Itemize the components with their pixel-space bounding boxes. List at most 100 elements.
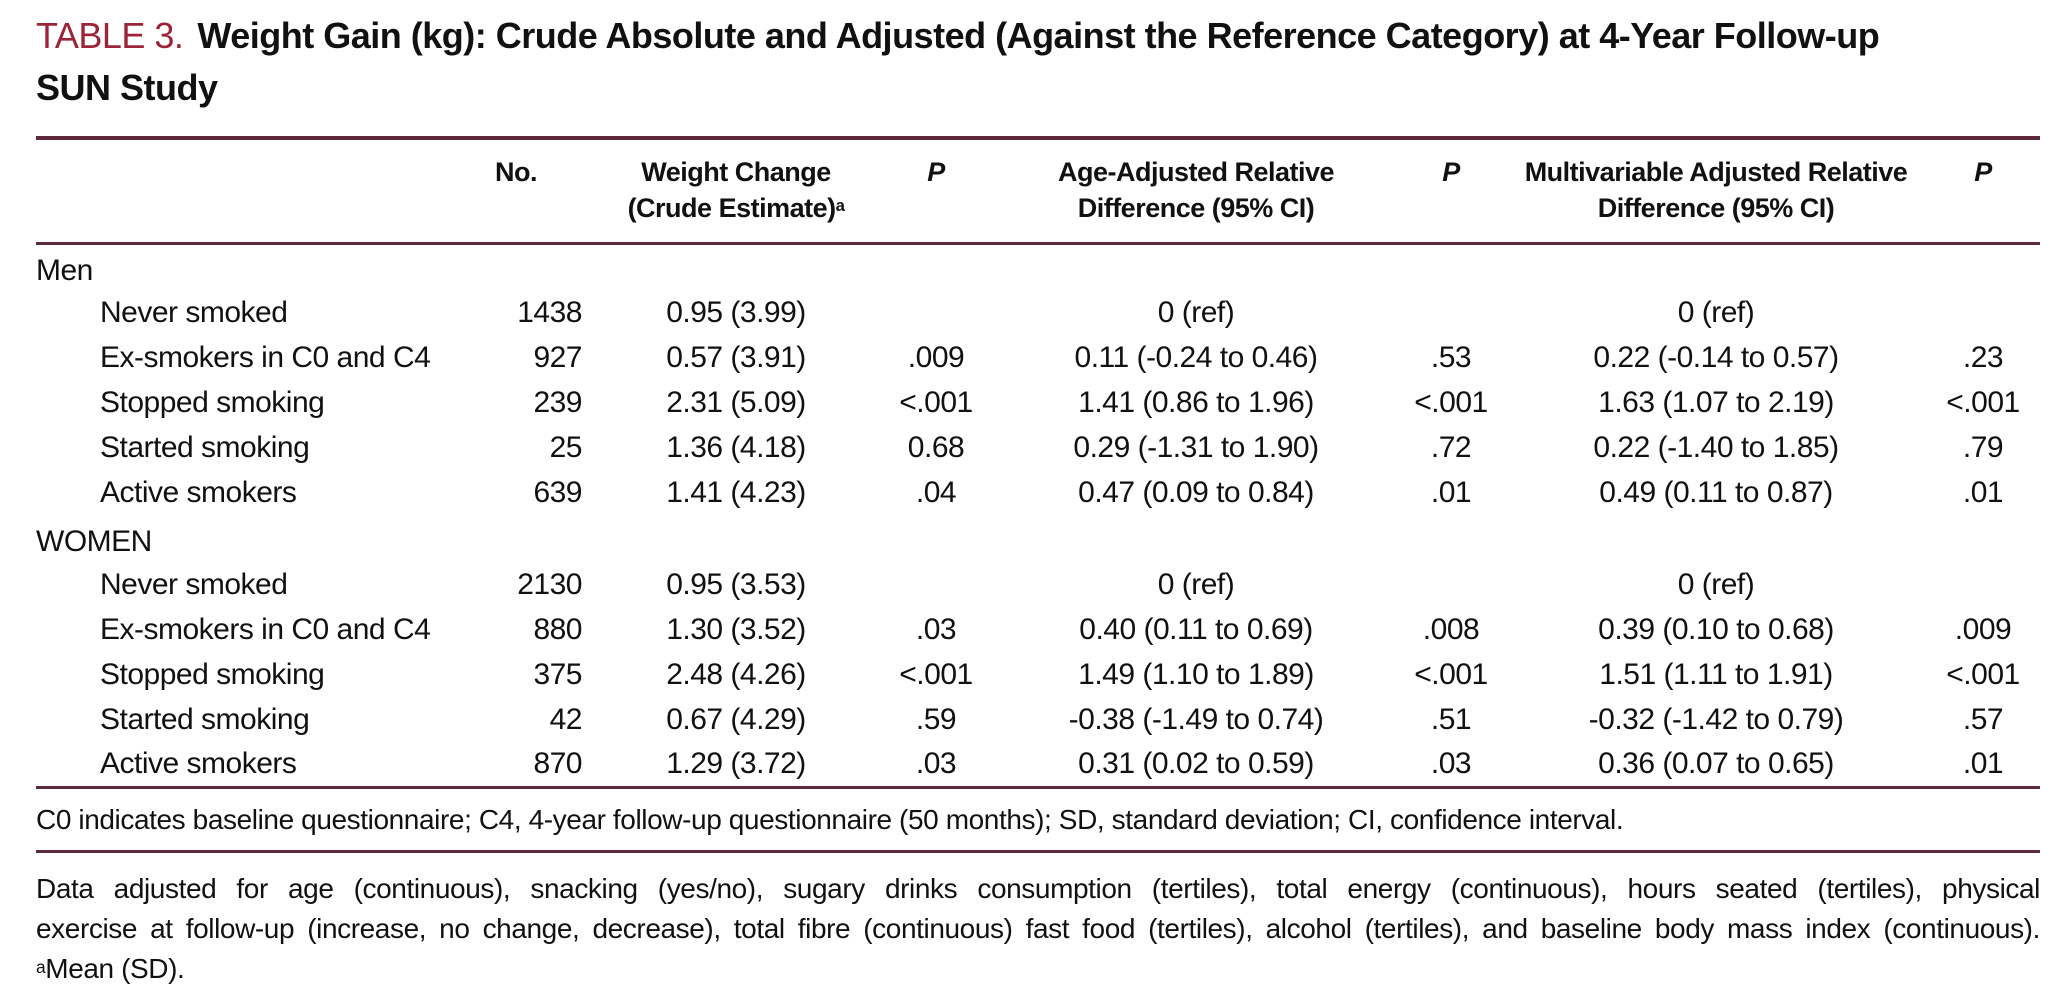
cell-weight-change: 0.95 (3.53) xyxy=(666,568,806,601)
cell-no: 927 xyxy=(533,341,582,374)
table-row: Stopped smoking 239 2.31 (5.09) <.001 1.… xyxy=(36,381,2040,426)
cell-p-age: .51 xyxy=(1430,703,1472,736)
footnote-adjustments: Data adjusted for age (continuous), snac… xyxy=(36,869,2040,989)
cell-weight-change: 1.30 (3.52) xyxy=(666,613,806,646)
cell-no: 375 xyxy=(533,658,582,691)
cell-p-multivariable: .79 xyxy=(1962,431,2004,464)
cell-p-age: .03 xyxy=(1430,747,1472,781)
cell-p-multivariable: .01 xyxy=(1962,747,2004,781)
cell-label: Never smoked xyxy=(100,296,288,329)
cell-p-age xyxy=(1396,563,1506,608)
table-title-line1: Weight Gain (kg): Crude Absolute and Adj… xyxy=(197,15,1880,56)
cell-weight-change: 2.31 (5.09) xyxy=(666,386,806,419)
cell-label: Active smokers xyxy=(100,747,297,781)
cell-label: Stopped smoking xyxy=(100,386,325,419)
footnote-abbreviations: C0 indicates baseline questionnaire; C4,… xyxy=(36,789,2040,853)
cell-p-multivariable: .57 xyxy=(1962,703,2004,736)
cell-age-adjusted: -0.38 (-1.49 to 0.74) xyxy=(1068,703,1324,736)
cell-p-crude xyxy=(876,563,996,608)
cell-p-age: .53 xyxy=(1430,341,1472,374)
cell-p-crude: <.001 xyxy=(899,658,973,691)
group-row-women: WOMEN xyxy=(36,516,2040,563)
results-table: No. Weight Change (Crude Estimate)a P Ag… xyxy=(36,136,2040,789)
cell-weight-change: 0.57 (3.91) xyxy=(666,341,806,374)
cell-p-multivariable: <.001 xyxy=(1946,386,2020,419)
cell-label: Active smokers xyxy=(100,476,297,509)
cell-p-crude: .03 xyxy=(915,613,957,646)
table-row: Active smokers 870 1.29 (3.72) .03 0.31 … xyxy=(36,743,2040,788)
cell-weight-change: 0.95 (3.99) xyxy=(666,296,806,329)
cell-p-multivariable xyxy=(1926,563,2040,608)
cell-p-crude: .04 xyxy=(915,476,957,509)
footnote-mean: aMean (SD). xyxy=(36,953,185,984)
table-header: No. Weight Change (Crude Estimate)a P Ag… xyxy=(36,138,2040,245)
col-header-category xyxy=(36,138,436,245)
cell-no: 239 xyxy=(533,386,582,419)
cell-multivariable: 0.36 (0.07 to 0.65) xyxy=(1598,747,1834,781)
cell-p-multivariable: .01 xyxy=(1962,476,2004,509)
cell-p-crude: 0.68 xyxy=(907,431,965,464)
table-number: TABLE 3. xyxy=(36,15,184,56)
cell-p-age: .01 xyxy=(1430,476,1472,509)
col-header-no: No. xyxy=(436,138,596,245)
table-row: Never smoked 1438 0.95 (3.99) 0 (ref) 0 … xyxy=(36,291,2040,336)
cell-p-age: <.001 xyxy=(1414,386,1488,419)
cell-p-multivariable: <.001 xyxy=(1946,658,2020,691)
cell-age-adjusted: 0.29 (-1.31 to 1.90) xyxy=(1073,431,1319,464)
cell-no: 1438 xyxy=(517,296,582,329)
col-header-p-age: P xyxy=(1396,138,1506,245)
cell-p-crude: .009 xyxy=(907,341,965,374)
cell-age-adjusted: 0 (ref) xyxy=(1157,296,1235,329)
cell-age-adjusted: 1.49 (1.10 to 1.89) xyxy=(1078,658,1314,691)
cell-p-multivariable: .009 xyxy=(1954,613,2012,646)
cell-no: 42 xyxy=(549,703,583,736)
table-row: Active smokers 639 1.41 (4.23) .04 0.47 … xyxy=(36,471,2040,516)
cell-multivariable: -0.32 (-1.42 to 0.79) xyxy=(1588,703,1844,736)
table-caption: TABLE 3. Weight Gain (kg): Crude Absolute… xyxy=(36,10,2040,114)
cell-label: Started smoking xyxy=(100,431,310,464)
col-header-age-adjusted: Age-Adjusted Relative Difference (95% CI… xyxy=(996,138,1396,245)
cell-label: Started smoking xyxy=(100,703,310,736)
cell-no: 870 xyxy=(533,747,582,781)
cell-weight-change: 1.41 (4.23) xyxy=(666,476,806,509)
cell-multivariable: 0 (ref) xyxy=(1677,296,1755,329)
cell-age-adjusted: 1.41 (0.86 to 1.96) xyxy=(1078,386,1314,419)
table-row: Started smoking 25 1.36 (4.18) 0.68 0.29… xyxy=(36,426,2040,471)
cell-no: 25 xyxy=(549,431,583,464)
table-row: Never smoked 2130 0.95 (3.53) 0 (ref) 0 … xyxy=(36,563,2040,608)
footnote-marker-a: a xyxy=(36,957,46,977)
cell-weight-change: 2.48 (4.26) xyxy=(666,658,806,691)
cell-weight-change: 1.36 (4.18) xyxy=(666,431,806,464)
cell-p-crude xyxy=(876,291,996,336)
cell-p-multivariable: .23 xyxy=(1962,341,2004,374)
table-title-line2: SUN Study xyxy=(36,67,218,108)
col-header-p-crude: P xyxy=(876,138,996,245)
cell-multivariable: 0.22 (-1.40 to 1.85) xyxy=(1593,431,1839,464)
cell-multivariable: 1.63 (1.07 to 2.19) xyxy=(1598,386,1834,419)
cell-p-crude: .03 xyxy=(915,747,957,781)
table-row: Ex-smokers in C0 and C4 927 0.57 (3.91) … xyxy=(36,336,2040,381)
group-label: Men xyxy=(36,253,93,287)
cell-p-age: <.001 xyxy=(1414,658,1488,691)
cell-age-adjusted: 0.40 (0.11 to 0.69) xyxy=(1079,613,1313,646)
cell-p-multivariable xyxy=(1926,291,2040,336)
cell-p-age: .72 xyxy=(1430,431,1472,464)
cell-age-adjusted: 0 (ref) xyxy=(1157,568,1235,601)
group-label: WOMEN xyxy=(36,525,152,558)
cell-no: 2130 xyxy=(517,568,582,601)
cell-p-crude: <.001 xyxy=(899,386,973,419)
cell-label: Ex-smokers in C0 and C4 xyxy=(100,341,431,374)
table-body: Men Never smoked 1438 0.95 (3.99) 0 (ref… xyxy=(36,244,2040,788)
table-row: Started smoking 42 0.67 (4.29) .59 -0.38… xyxy=(36,698,2040,743)
cell-multivariable: 0.39 (0.10 to 0.68) xyxy=(1598,613,1834,646)
cell-weight-change: 1.29 (3.72) xyxy=(666,747,806,781)
footnote-adjustments-line2: exercise at follow-up (increase, no chan… xyxy=(36,913,2040,944)
cell-age-adjusted: 0.11 (-0.24 to 0.46) xyxy=(1074,341,1318,374)
footnote-adjustments-line1: Data adjusted for age (continuous), snac… xyxy=(36,873,2040,904)
cell-weight-change: 0.67 (4.29) xyxy=(666,703,806,736)
col-header-weight-change: Weight Change (Crude Estimate)a xyxy=(596,138,876,245)
table-row: Stopped smoking 375 2.48 (4.26) <.001 1.… xyxy=(36,653,2040,698)
col-header-p-multivariable: P xyxy=(1926,138,2040,245)
cell-age-adjusted: 0.47 (0.09 to 0.84) xyxy=(1078,476,1314,509)
